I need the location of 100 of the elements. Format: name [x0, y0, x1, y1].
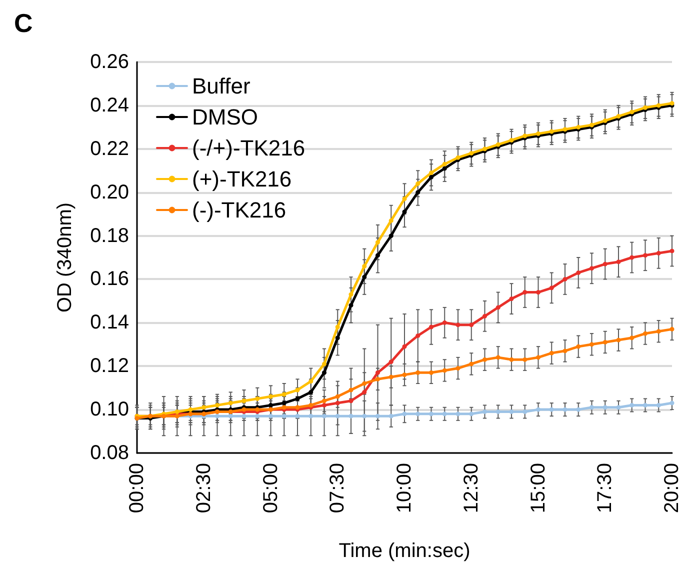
x-tick-label: 20:00 — [661, 463, 683, 514]
x-tick-label: 00:00 — [126, 463, 148, 514]
point — [643, 105, 648, 110]
point — [630, 336, 634, 340]
point — [576, 124, 581, 130]
point — [509, 296, 514, 302]
point — [522, 357, 528, 362]
y-tick-label: 0.24 — [90, 94, 129, 116]
point — [322, 398, 326, 404]
legend-label: Buffer — [192, 74, 250, 98]
point — [643, 331, 648, 336]
point — [402, 344, 407, 349]
point — [322, 370, 326, 375]
point — [429, 324, 434, 330]
point — [536, 407, 540, 412]
point — [576, 407, 581, 412]
point — [442, 368, 447, 373]
y-tick-label: 0.12 — [90, 355, 129, 378]
point — [429, 370, 434, 375]
point — [656, 250, 661, 256]
legend-label: (-/+)-TK216 — [192, 136, 306, 160]
point — [442, 162, 447, 166]
point — [376, 253, 380, 258]
point — [562, 276, 568, 282]
point — [469, 150, 474, 156]
point — [362, 381, 367, 386]
point — [576, 270, 581, 275]
point — [362, 264, 367, 268]
y-tick-label: 0.16 — [90, 268, 129, 290]
point — [376, 370, 380, 375]
point — [376, 376, 380, 382]
point — [496, 355, 500, 360]
point — [388, 414, 394, 418]
point — [616, 405, 621, 410]
y-tick-label: 0.26 — [90, 51, 129, 73]
point — [456, 412, 460, 416]
point — [456, 366, 460, 371]
point — [670, 400, 674, 406]
point — [456, 155, 460, 160]
point — [442, 412, 447, 416]
x-axis-title: Time (min:sec) — [338, 540, 470, 562]
point — [429, 412, 434, 416]
point — [536, 355, 540, 360]
point — [295, 414, 300, 418]
point — [469, 412, 474, 416]
point — [416, 412, 420, 416]
point — [522, 290, 528, 295]
point — [335, 414, 340, 418]
point — [442, 320, 447, 325]
x-tick-label: 05:00 — [260, 463, 282, 514]
point — [522, 409, 528, 414]
point — [602, 118, 608, 123]
x-tick-label: 02:30 — [192, 463, 215, 514]
point — [442, 166, 447, 171]
point — [536, 290, 540, 295]
point — [643, 402, 648, 408]
x-tick-label: 15:00 — [527, 463, 550, 514]
point — [322, 362, 326, 366]
point — [496, 409, 500, 414]
point — [482, 357, 487, 362]
point — [376, 414, 380, 418]
y-tick-label: 0.20 — [90, 181, 129, 204]
point — [562, 348, 568, 354]
point — [335, 400, 340, 406]
legend-label: (-)-TK216 — [192, 198, 286, 222]
point — [590, 342, 594, 347]
point — [670, 326, 674, 332]
x-tick-label: 10:00 — [394, 463, 416, 514]
point — [456, 322, 460, 328]
point — [429, 174, 434, 180]
point — [590, 266, 594, 271]
point — [643, 253, 648, 258]
point — [602, 340, 608, 344]
point — [656, 402, 661, 408]
point — [242, 414, 246, 418]
point — [348, 388, 354, 392]
point — [362, 274, 367, 280]
y-tick-label: 0.22 — [90, 138, 129, 160]
point — [376, 240, 380, 245]
x-tick-label: 07:30 — [326, 463, 349, 514]
point — [509, 357, 514, 362]
point — [576, 344, 581, 349]
point — [616, 260, 621, 264]
point — [509, 138, 514, 142]
point — [630, 255, 634, 260]
y-tick-label: 0.18 — [90, 224, 129, 247]
y-axis-title: OD (340nm) — [54, 202, 76, 313]
point — [482, 409, 487, 414]
point — [496, 305, 500, 310]
point — [362, 414, 367, 418]
text: C — [14, 8, 33, 38]
point — [590, 405, 594, 410]
point — [509, 409, 514, 414]
point — [335, 324, 340, 330]
point — [335, 336, 340, 340]
point — [174, 409, 180, 414]
point — [469, 322, 474, 328]
point — [562, 407, 568, 412]
point — [549, 350, 554, 356]
point — [322, 402, 326, 408]
